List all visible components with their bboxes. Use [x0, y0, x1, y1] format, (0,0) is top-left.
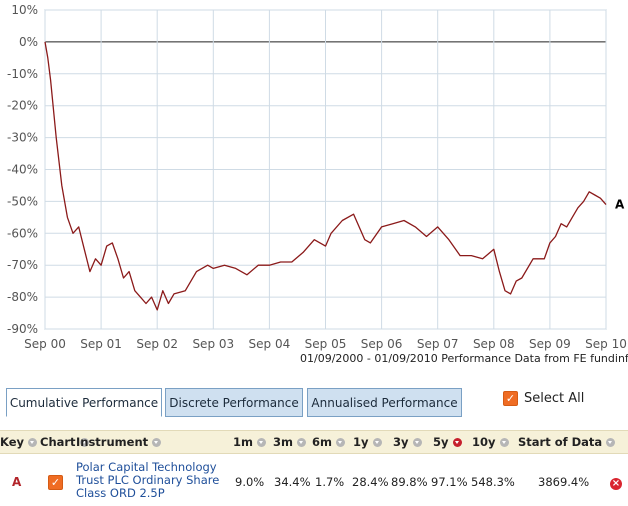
x-tick-label: Sep 08 [473, 337, 515, 351]
x-tick-label: Sep 10 [585, 337, 627, 351]
y-tick-label: -60% [7, 226, 38, 240]
column-header-10y[interactable]: 10y [472, 435, 509, 449]
y-tick-label: -40% [7, 163, 38, 177]
series-key: A [12, 475, 22, 489]
sort-icon[interactable] [606, 437, 616, 447]
x-tick-label: Sep 07 [417, 337, 459, 351]
return-5y: 97.1% [431, 475, 468, 489]
y-tick-label: 10% [11, 3, 38, 17]
instrument-link[interactable]: Polar Capital Technology Trust PLC Ordin… [76, 460, 220, 500]
sort-icon[interactable] [412, 437, 422, 447]
column-header-chart[interactable]: Chart [40, 435, 89, 449]
series-end-label: A [615, 198, 625, 212]
y-tick-label: -30% [7, 131, 38, 145]
x-tick-label: Sep 01 [80, 337, 122, 351]
x-tick-label: Sep 06 [361, 337, 403, 351]
tab-discrete-performance[interactable]: Discrete Performance [165, 388, 303, 417]
select-all-checkbox[interactable]: ✓ [503, 391, 518, 406]
sort-icon[interactable] [79, 437, 89, 447]
remove-icon[interactable]: × [610, 478, 622, 490]
tab-cumulative-performance[interactable]: Cumulative Performance [6, 388, 162, 417]
column-header-3y[interactable]: 3y [393, 435, 422, 449]
column-header-3m[interactable]: 3m [273, 435, 306, 449]
x-tick-label: Sep 05 [305, 337, 347, 351]
x-tick-label: Sep 04 [249, 337, 291, 351]
x-tick-label: Sep 02 [136, 337, 178, 351]
sort-icon[interactable] [257, 437, 266, 447]
sort-active-icon[interactable] [452, 437, 462, 447]
table-header: Key Chart Instrument 1m 3m 6m 1y 3y 5y 1… [0, 430, 628, 454]
return-1m: 9.0% [235, 475, 265, 489]
table-row: A ✓ Polar Capital Technology Trust PLC O… [0, 455, 628, 506]
return-3m: 34.4% [274, 475, 311, 489]
column-header-1y[interactable]: 1y [353, 435, 382, 449]
y-tick-label: -10% [7, 67, 38, 81]
return-1y: 28.4% [352, 475, 389, 489]
y-tick-label: -70% [7, 258, 38, 272]
select-all-label: Select All [524, 391, 585, 406]
sort-icon[interactable] [499, 437, 509, 447]
column-header-1m[interactable]: 1m [233, 435, 266, 449]
source-note: 01/09/2000 - 01/09/2010 Performance Data… [300, 352, 628, 365]
chart-checkbox[interactable]: ✓ [48, 475, 63, 490]
return-10y: 548.3% [471, 475, 515, 489]
select-all-control[interactable]: ✓ Select All [503, 391, 584, 406]
sort-icon[interactable] [297, 437, 306, 447]
series-line-a [44, 41, 607, 311]
y-tick-label: -90% [7, 322, 38, 336]
x-tick-label: Sep 03 [192, 337, 234, 351]
x-tick-label: Sep 00 [24, 337, 66, 351]
y-tick-label: -80% [7, 290, 38, 304]
column-header-start-of-data[interactable]: Start of Data [518, 435, 616, 449]
tab-annualised-performance[interactable]: Annualised Performance [307, 388, 462, 417]
column-header-instrument[interactable]: Instrument [76, 435, 162, 449]
sort-icon[interactable] [336, 437, 345, 447]
column-header-5y[interactable]: 5y [433, 435, 462, 449]
return-3y: 89.8% [391, 475, 428, 489]
y-tick-label: -20% [7, 99, 38, 113]
column-header-6m[interactable]: 6m [312, 435, 345, 449]
column-header-key[interactable]: Key [0, 435, 38, 449]
y-tick-label: 0% [19, 35, 38, 49]
return-6m: 1.7% [315, 475, 345, 489]
performance-chart: 10% 0% -10% -20% -30% -40% -50% -60% -70% -80% -90… [7, 3, 627, 351]
sort-icon[interactable] [28, 437, 38, 447]
return-start-of-data: 3869.4% [538, 475, 590, 489]
sort-icon[interactable] [152, 437, 162, 447]
x-tick-label: Sep 09 [529, 337, 571, 351]
y-tick-label: -50% [7, 194, 38, 208]
sort-icon[interactable] [372, 437, 382, 447]
